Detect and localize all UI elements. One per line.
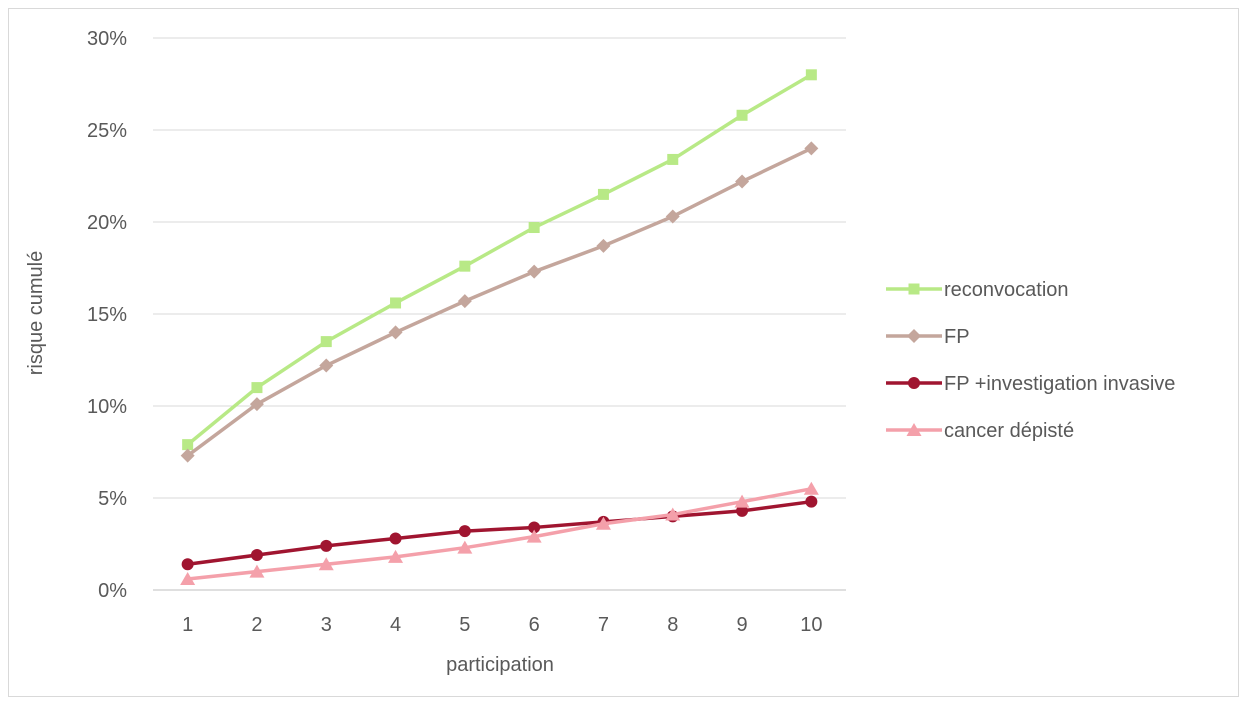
data-point xyxy=(735,174,750,189)
data-point xyxy=(528,521,541,534)
legend-swatch-marker xyxy=(906,423,922,436)
legend-swatch-marker xyxy=(908,377,920,389)
data-point xyxy=(665,209,680,224)
x-axis-title: participation xyxy=(446,654,554,676)
legend-label: FP +investigation invasive xyxy=(944,373,1175,395)
x-tick-label: 10 xyxy=(800,614,822,636)
data-point xyxy=(318,557,334,571)
series-line xyxy=(187,487,812,581)
data-point xyxy=(457,294,472,309)
data-point xyxy=(459,260,471,272)
y-tick-label: 20% xyxy=(87,212,127,234)
data-point xyxy=(320,539,333,552)
legend-item: cancer dépisté xyxy=(886,420,1074,442)
series-1 xyxy=(180,141,819,463)
data-point xyxy=(181,558,194,571)
legend-item: FP +investigation invasive xyxy=(886,373,1175,395)
data-point xyxy=(389,532,402,545)
y-tick-label: 30% xyxy=(87,28,127,50)
x-tick-label: 5 xyxy=(459,614,470,636)
series-line xyxy=(186,146,813,458)
data-point xyxy=(182,439,194,451)
data-point xyxy=(527,264,542,279)
legend-item: FP xyxy=(886,326,970,348)
data-point xyxy=(597,188,609,200)
x-tick-label: 4 xyxy=(390,614,401,636)
x-tick-label: 3 xyxy=(321,614,332,636)
data-point xyxy=(320,336,332,348)
legend-item: reconvocation xyxy=(886,279,1069,301)
series-line xyxy=(187,499,812,566)
legend-swatch-marker xyxy=(907,329,921,343)
data-point xyxy=(250,549,263,562)
data-point xyxy=(805,69,817,81)
y-tick-label: 5% xyxy=(98,488,127,510)
data-point xyxy=(251,382,263,394)
data-point xyxy=(388,549,404,563)
y-axis-ticks: 0% 5% 10% 15% 20% 25% 30% xyxy=(87,28,127,602)
x-tick-label: 9 xyxy=(736,614,747,636)
data-point xyxy=(596,238,611,253)
data-point xyxy=(180,448,195,463)
data-point xyxy=(526,529,542,543)
data-point xyxy=(458,525,471,538)
data-point xyxy=(388,325,403,340)
data-point xyxy=(805,495,818,508)
data-point xyxy=(804,141,819,156)
data-point xyxy=(803,481,819,495)
x-tick-label: 8 xyxy=(667,614,678,636)
data-point xyxy=(528,222,540,234)
x-tick-label: 2 xyxy=(251,614,262,636)
y-tick-label: 0% xyxy=(98,580,127,602)
data-point xyxy=(736,109,748,121)
legend-swatch-marker xyxy=(908,283,920,295)
data-point xyxy=(390,297,402,309)
x-axis-ticks: 1 2 3 4 5 6 7 8 9 10 xyxy=(182,614,822,636)
data-point xyxy=(665,507,681,521)
legend: reconvocation FP FP +investigation invasiv… xyxy=(886,279,1175,442)
series-group xyxy=(180,69,819,585)
data-point xyxy=(734,494,750,508)
chart-frame xyxy=(8,8,1239,697)
y-tick-label: 10% xyxy=(87,396,127,418)
x-tick-label: 6 xyxy=(529,614,540,636)
legend-label: FP xyxy=(944,326,970,348)
data-point xyxy=(667,153,679,165)
legend-label: cancer dépisté xyxy=(944,420,1074,442)
data-point xyxy=(180,571,196,585)
y-axis-title: risque cumulé xyxy=(25,251,47,376)
legend-label: reconvocation xyxy=(944,279,1069,301)
data-point xyxy=(249,397,264,412)
data-point xyxy=(457,540,473,554)
gridlines xyxy=(153,37,846,591)
series-line xyxy=(186,73,813,446)
x-tick-label: 7 xyxy=(598,614,609,636)
y-tick-label: 15% xyxy=(87,304,127,326)
data-point xyxy=(319,358,334,373)
data-point xyxy=(736,504,749,517)
series-3 xyxy=(180,481,819,585)
data-point xyxy=(249,564,265,578)
series-0 xyxy=(182,69,817,451)
y-tick-label: 25% xyxy=(87,120,127,142)
data-point xyxy=(595,516,611,530)
x-tick-label: 1 xyxy=(182,614,193,636)
